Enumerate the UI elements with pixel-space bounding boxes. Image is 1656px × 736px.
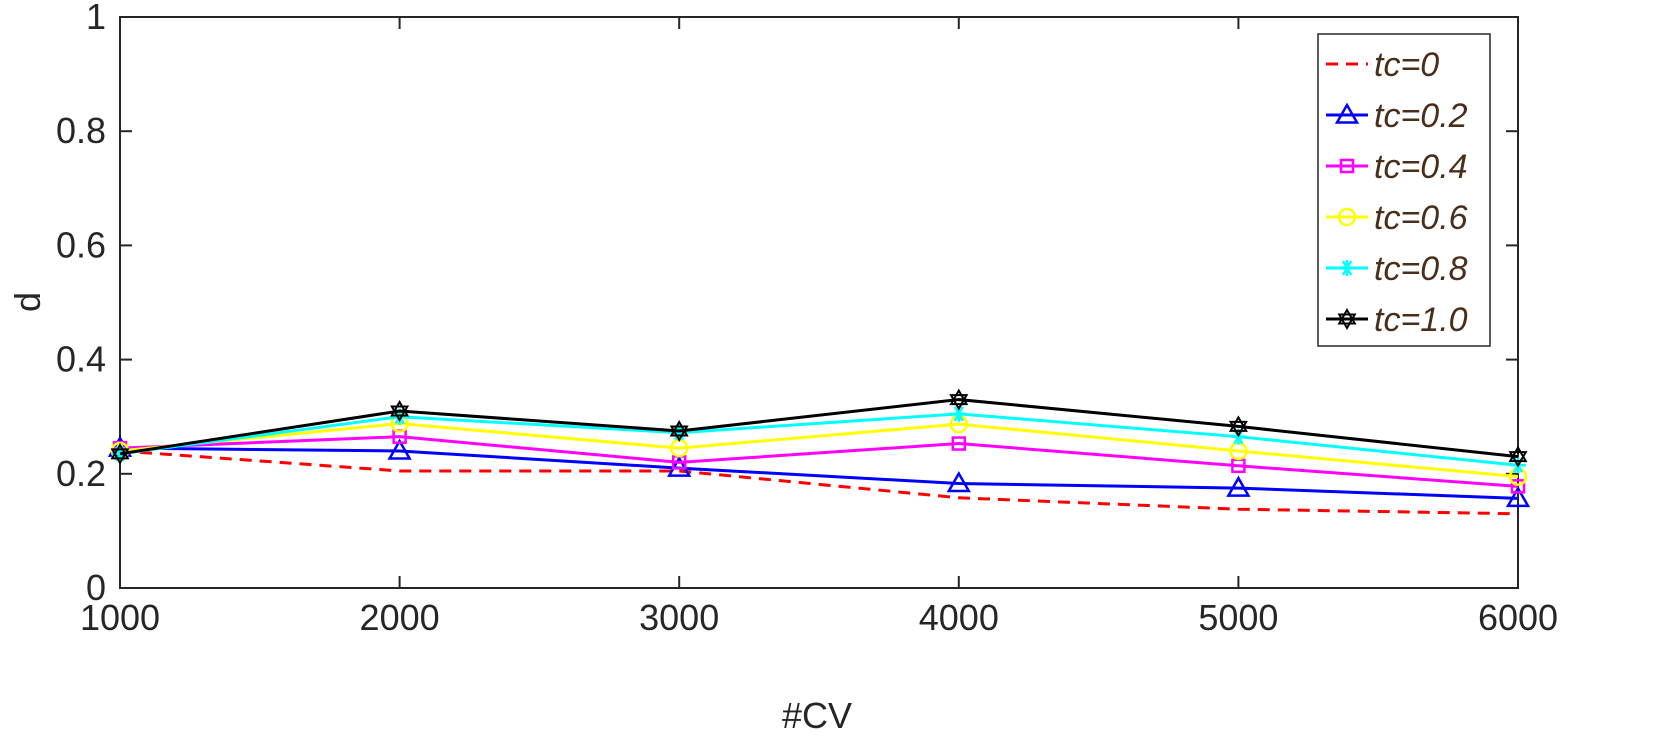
x-tick-label: 5000 (1198, 597, 1278, 638)
hexagram-marker (949, 388, 969, 406)
y-tick-label: 0 (86, 567, 106, 608)
series-line (119, 449, 1519, 516)
series-tc=1.0 (110, 388, 1528, 468)
legend-label: tc=0.4 (1374, 148, 1468, 186)
series-line (119, 422, 1519, 479)
x-axis-title: #CV (782, 695, 852, 736)
triangle-marker (387, 438, 412, 460)
series-line (119, 435, 1519, 488)
legend-label: tc=0 (1374, 46, 1439, 84)
hexagram-marker (669, 425, 689, 442)
series-line (119, 412, 1519, 467)
square-marker (951, 436, 967, 451)
triangle-marker (1226, 475, 1251, 497)
y-axis-title: d (7, 292, 48, 312)
x-tick-label: 3000 (639, 597, 719, 638)
hexagram-marker (1337, 313, 1357, 331)
x-tick-label: 1000 (80, 597, 160, 638)
legend-item: tc=0.4 (1326, 148, 1468, 186)
square-marker (1510, 479, 1526, 494)
legend-item: tc=0 (1326, 46, 1439, 84)
series-line (119, 398, 1519, 459)
triangle-marker (1334, 102, 1360, 124)
hexagram-marker (390, 399, 410, 417)
hexagram-marker (1508, 445, 1528, 463)
x-axis: 1000 2000 3000 4000 5000 6000 (80, 17, 1558, 638)
circle-marker (1337, 207, 1357, 227)
y-axis: 0 0.2 0.4 0.6 0.8 1 (56, 0, 1518, 608)
legend-item: tc=0.2 (1326, 97, 1468, 135)
hexagram-marker (1508, 451, 1528, 468)
hexagram-marker (1337, 307, 1357, 325)
x-tick-label: 4000 (919, 597, 999, 638)
legend-item: tc=0.6 (1326, 199, 1468, 237)
y-tick-label: 0.4 (56, 339, 106, 380)
x-tick-label: 2000 (360, 597, 440, 638)
hexagram-marker (1228, 420, 1248, 438)
y-tick-label: 0.6 (56, 224, 106, 265)
triangle-marker (1505, 485, 1531, 508)
square-marker (1339, 158, 1355, 174)
x-tick-label: 6000 (1478, 597, 1558, 638)
hexagram-marker (110, 442, 130, 460)
triangle-marker (946, 470, 971, 493)
plot-frame (119, 16, 1519, 589)
legend-item: tc=0.8 (1326, 250, 1468, 288)
hexagram-marker (1228, 415, 1248, 432)
y-tick-label: 0.8 (56, 110, 106, 151)
legend-label: tc=0.8 (1374, 250, 1468, 288)
legend: tc=0 tc=0.2 tc=0.4 tc=0.6 tc=0.8 tc=1.0 (1317, 33, 1491, 347)
y-tick-label: 1 (86, 0, 106, 37)
legend-label: tc=0.2 (1374, 97, 1468, 135)
y-tick-label: 0.2 (56, 453, 106, 494)
legend-label: tc=0.6 (1374, 199, 1468, 237)
hexagram-marker (110, 448, 130, 465)
plot-area (119, 16, 1519, 589)
hexagram-marker (390, 405, 410, 422)
hexagram-marker (669, 419, 689, 437)
legend-label: tc=1.0 (1374, 301, 1468, 339)
series-line (119, 446, 1519, 500)
asterisk-marker (1339, 260, 1355, 276)
hexagram-marker (949, 394, 969, 411)
legend-item: tc=1.0 (1326, 301, 1468, 339)
series-tc=0 (119, 449, 1519, 516)
series-layer (107, 388, 1531, 516)
legend-box (1317, 33, 1491, 347)
